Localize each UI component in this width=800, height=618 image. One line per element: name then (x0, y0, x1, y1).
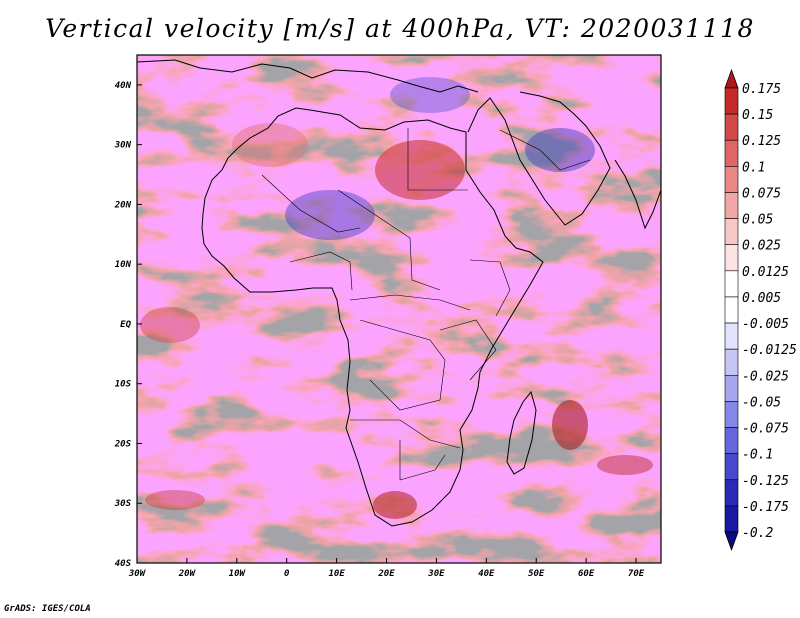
colorbar-swatch (724, 296, 739, 324)
colorbar-swatch (724, 218, 739, 246)
colorbar-swatch (724, 322, 739, 350)
colorbar-label: 0.05 (742, 213, 773, 228)
country-borders (261, 128, 591, 481)
africa-coastline (201, 107, 544, 527)
colorbar-label: 0.1 (742, 160, 765, 175)
lon-axis: 30W 20W 10W 0 10E 20E 30E 40E 50E 60E 70E (128, 558, 645, 579)
border-sahara-west (261, 174, 361, 233)
europe-coastline (137, 59, 479, 93)
colorbar-label: -0.05 (742, 395, 781, 410)
colorbar-label: 0.125 (742, 134, 781, 149)
border-namibia-botswana (399, 440, 446, 481)
colorbar-swatch (724, 453, 739, 481)
downdraft-patch-sahara (285, 190, 375, 240)
lat-tick-label: 20S (114, 439, 132, 449)
updraft-patch-atlantic-eq (140, 307, 200, 343)
colorbar-label: -0.175 (742, 500, 789, 515)
colorbar-swatch (724, 139, 739, 167)
lon-tick-label: 60E (578, 569, 595, 579)
colorbar-swatch (724, 427, 739, 454)
colorbar-label: 0.025 (742, 239, 781, 254)
border-middle-east (499, 129, 591, 171)
lon-tick-label: 0 (284, 569, 290, 579)
lat-tick-label: 40N (115, 81, 132, 91)
colorbar-label: -0.0125 (742, 343, 797, 358)
lon-tick-label: 20E (377, 569, 395, 579)
colorbar-label: 0.0125 (742, 265, 789, 280)
lat-tick-label: 30S (114, 499, 132, 509)
colorbar-label: 0.15 (742, 108, 773, 123)
border-libya-egypt (407, 128, 468, 191)
downdraft-patch-mediterranean (390, 77, 470, 113)
colorbar-swatch (724, 479, 739, 507)
colorbar-swatch (724, 87, 739, 115)
colorbar-label: 0.075 (742, 186, 781, 201)
lat-tick-label: EQ (120, 320, 131, 330)
colorbar-swatch-bottom (724, 531, 739, 552)
border-ethiopia (469, 259, 511, 317)
border-chad-sudan (337, 189, 441, 291)
coastlines (137, 59, 661, 527)
colorbar-swatch (724, 270, 739, 298)
india-coastline (614, 159, 661, 230)
updraft-patch-egypt (375, 140, 465, 200)
border-nigeria (289, 251, 353, 291)
border-central-africa (349, 294, 471, 311)
updraft-patch-morocco (232, 123, 308, 167)
lon-tick-label: 20W (178, 569, 197, 579)
arabia-coastline (467, 91, 611, 226)
colorbar-label: -0.1 (742, 448, 773, 463)
border-east-africa (439, 319, 497, 381)
velocity-field (137, 55, 661, 563)
lat-tick-label: 20N (114, 200, 132, 210)
plot-frame (136, 54, 662, 564)
colorbar-swatch-top (724, 68, 739, 89)
madagascar-coastline (506, 390, 537, 475)
colorbar-swatch (724, 192, 739, 219)
colorbar-label: -0.025 (742, 369, 789, 384)
lon-tick-label: 40E (478, 569, 495, 579)
colorbar-label: -0.125 (742, 474, 789, 489)
colorbar: 0.175 0.15 0.125 0.1 0.075 0.05 0.025 0.0125 0.0… (724, 68, 797, 552)
updraft-patch-southwest-atlantic (145, 490, 205, 510)
colorbar-label: 0.175 (742, 82, 781, 97)
updraft-patch-southeast-indian (597, 455, 653, 475)
border-angola-zambia (350, 419, 461, 449)
downdraft-patch-arabia (525, 128, 595, 172)
map-title: Vertical velocity [m/s] at 400hPa, VT: 2… (45, 14, 755, 43)
lon-tick-label: 50E (528, 569, 545, 579)
colorbar-swatch (724, 166, 739, 193)
colorbar-label: -0.005 (742, 317, 789, 332)
updraft-patch-madagascar-east (552, 400, 588, 450)
colorbar-label: 0.005 (742, 291, 781, 306)
credit-text: GrADS: IGES/COLA (4, 604, 91, 614)
lat-tick-label: 30N (114, 141, 132, 151)
colorbar-swatch (724, 244, 739, 272)
updraft-patch-south-africa (373, 491, 417, 519)
colorbar-swatch (724, 374, 739, 402)
lon-tick-label: 30E (427, 569, 445, 579)
colorbar-label: -0.2 (742, 526, 773, 541)
lon-tick-label: 10W (229, 569, 247, 579)
lon-tick-label: 10E (328, 569, 345, 579)
colorbar-swatch (724, 348, 739, 376)
lat-tick-label: 10S (115, 380, 132, 390)
colorbar-swatch (724, 505, 739, 533)
colorbar-label: -0.075 (742, 422, 789, 437)
lat-axis: 40N 30N 20N 10N EQ 10S 20S 30S 40S (114, 81, 142, 569)
lon-tick-label: 30W (128, 569, 147, 579)
lon-tick-label: 70E (628, 569, 645, 579)
colorbar-swatch (724, 113, 739, 141)
border-drc (359, 319, 446, 411)
colorbar-swatch (724, 401, 739, 428)
lat-tick-label: 10N (115, 260, 132, 270)
lat-tick-label: 40S (115, 559, 132, 569)
